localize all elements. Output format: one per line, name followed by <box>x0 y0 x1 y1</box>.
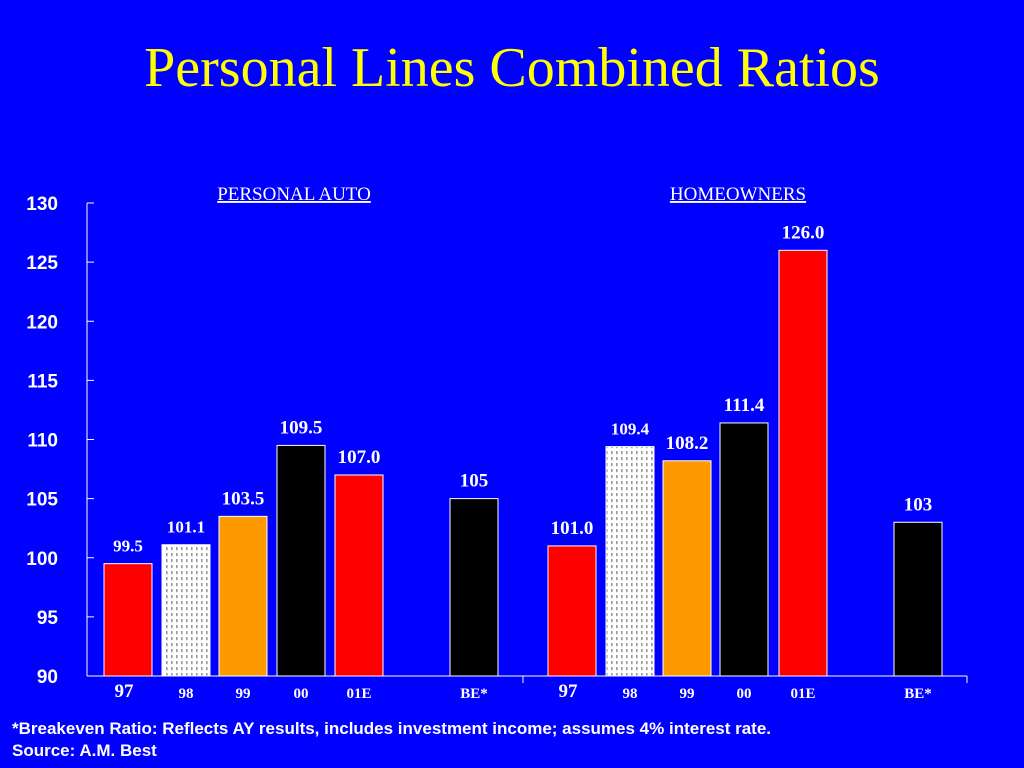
chart-title: Personal Lines Combined Ratios <box>144 37 880 99</box>
footnote-block: *Breakeven Ratio: Reflects AY results, i… <box>12 718 771 762</box>
y-tick-label: 110 <box>27 431 58 452</box>
breakeven-footnote: *Breakeven Ratio: Reflects AY results, i… <box>12 719 772 738</box>
value-label-0-97: 99.5 <box>113 537 143 556</box>
category-label-1-00: 00 <box>737 686 752 702</box>
bar-0-BE* <box>449 498 499 677</box>
bar-1-98 <box>605 446 655 677</box>
category-label-0-97: 97 <box>115 681 135 702</box>
y-tick-label: 115 <box>27 371 58 392</box>
category-label-1-01E: 01E <box>790 686 815 702</box>
bar-0-00 <box>276 444 326 677</box>
category-label-1-98: 98 <box>623 686 638 702</box>
value-label-1-98: 109.4 <box>611 420 650 439</box>
group-header-0: PERSONAL AUTO <box>217 184 371 205</box>
category-label-0-BE*: BE* <box>460 686 488 702</box>
category-label-1-99: 99 <box>680 686 695 702</box>
value-label-0-01E: 107.0 <box>338 447 381 468</box>
value-label-1-97: 101.0 <box>551 518 594 539</box>
value-label-0-99: 103.5 <box>222 488 265 509</box>
y-tick-label: 120 <box>26 312 58 333</box>
bar-layer <box>103 249 943 677</box>
value-label-1-99: 108.2 <box>666 433 709 454</box>
group-header-1: HOMEOWNERS <box>670 184 806 205</box>
category-label-0-01E: 01E <box>346 686 371 702</box>
axis-layer: 90 95 100 105 110 115 120 125 130 <box>26 194 968 688</box>
bar-1-97 <box>547 545 597 677</box>
bar-0-98 <box>161 544 211 677</box>
bar-0-97 <box>103 563 153 677</box>
bar-1-BE* <box>893 521 943 677</box>
value-label-0-98: 101.1 <box>167 518 205 537</box>
bar-1-99 <box>662 460 712 677</box>
y-tick-label: 95 <box>37 608 59 629</box>
y-tick-label: 105 <box>26 490 58 511</box>
y-tick-label: 100 <box>26 549 58 570</box>
y-tick-label: 125 <box>26 253 58 274</box>
y-tick-label: 130 <box>26 194 58 215</box>
category-label-0-00: 00 <box>294 686 309 702</box>
y-tick-label: 90 <box>37 667 58 688</box>
category-label-0-99: 99 <box>236 686 251 702</box>
bar-0-01E <box>334 474 384 677</box>
category-label-1-BE*: BE* <box>904 686 932 702</box>
value-label-1-00: 111.4 <box>724 395 765 416</box>
value-label-1-01E: 126.0 <box>782 222 825 243</box>
category-label-1-97: 97 <box>559 681 579 702</box>
label-layer: PERSONAL AUTO 99.5 97 101.1 98 103.5 99 109.5 00… <box>113 184 932 702</box>
bar-1-00 <box>719 422 769 677</box>
value-label-0-00: 109.5 <box>280 417 323 438</box>
value-label-0-BE*: 105 <box>460 471 489 492</box>
bar-0-99 <box>218 515 268 677</box>
source-note: Source: A.M. Best <box>12 741 157 760</box>
category-label-0-98: 98 <box>179 686 194 702</box>
value-label-1-BE*: 103 <box>904 494 933 515</box>
bar-1-01E <box>778 249 828 677</box>
